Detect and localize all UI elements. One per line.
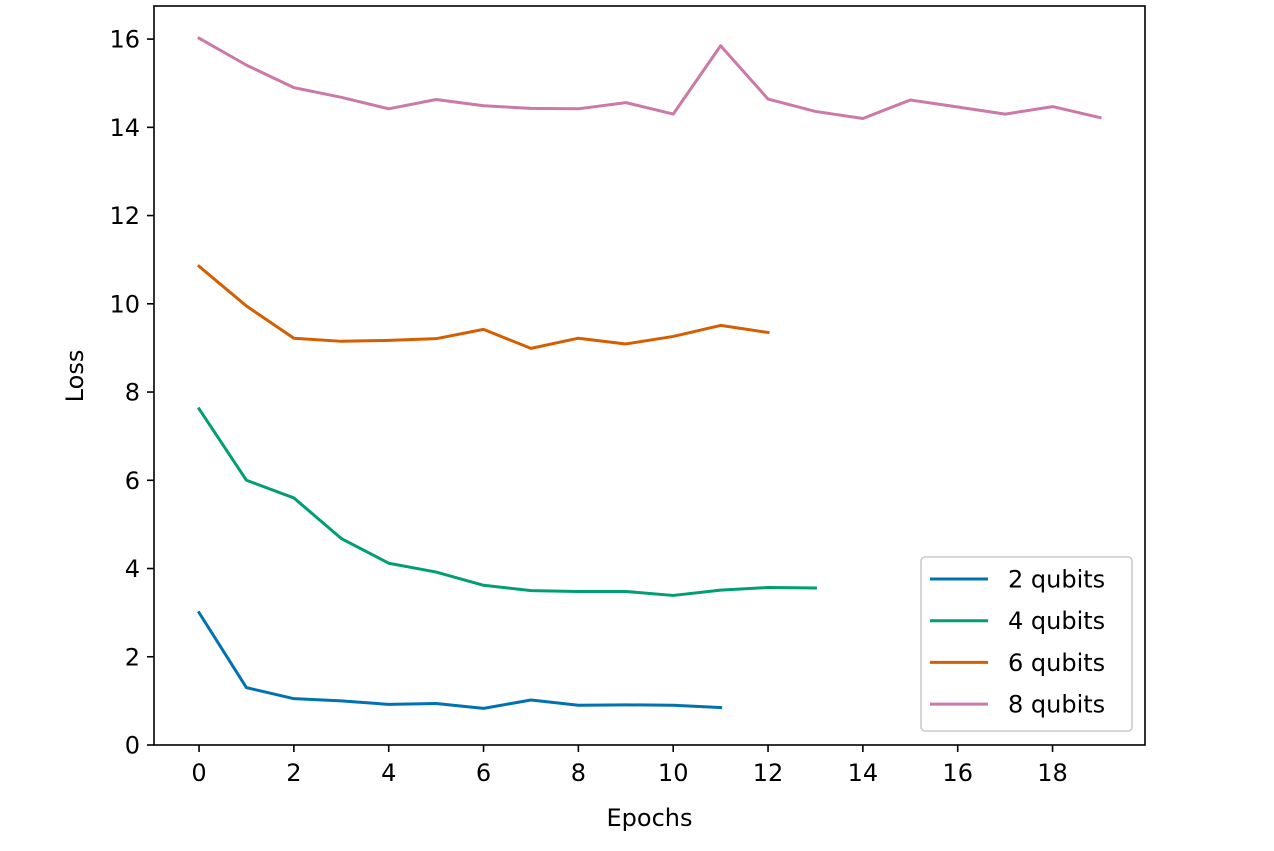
y-tick-label: 2: [125, 643, 140, 671]
y-tick-label: 6: [125, 467, 140, 495]
x-tick-label: 6: [476, 759, 491, 787]
y-axis-label: Loss: [61, 350, 89, 403]
y-tick-label: 16: [109, 26, 140, 54]
x-axis-label: Epochs: [607, 804, 693, 832]
series-line-1: [196, 406, 817, 597]
x-tick-label: 14: [848, 759, 879, 787]
legend-label-2: 6 qubits: [1008, 649, 1105, 677]
x-tick-label: 16: [942, 759, 973, 787]
legend-label-3: 8 qubits: [1008, 691, 1105, 719]
x-tick-label: 10: [658, 759, 689, 787]
y-tick-label: 12: [109, 202, 140, 230]
y-tick-label: 14: [109, 114, 140, 142]
x-tick-label: 4: [381, 759, 396, 787]
legend-label-0: 2 qubits: [1008, 566, 1105, 594]
y-axis-ticks: 0 2 4 6 8 10 12 14 16: [109, 26, 154, 760]
x-tick-label: 0: [191, 759, 206, 787]
y-tick-label: 4: [125, 555, 140, 583]
x-axis-ticks: 0 2 4 6 8 10 12 14 16 18: [191, 745, 1068, 787]
series-line-2: [196, 264, 770, 350]
x-tick-label: 12: [753, 759, 784, 787]
series-line-0: [196, 610, 723, 710]
series-layer: [196, 36, 1102, 710]
x-tick-label: 18: [1037, 759, 1068, 787]
x-tick-label: 8: [571, 759, 586, 787]
y-tick-label: 10: [109, 290, 140, 318]
legend: 2 qubits 4 qubits 6 qubits 8 qubits: [920, 556, 1133, 732]
legend-box: [920, 556, 1133, 732]
y-tick-label: 0: [125, 732, 140, 760]
series-line-3: [197, 36, 1102, 120]
x-tick-label: 2: [286, 759, 301, 787]
plot-frame: [153, 5, 1146, 746]
y-tick-label: 8: [125, 379, 140, 407]
legend-label-1: 4 qubits: [1008, 607, 1105, 635]
